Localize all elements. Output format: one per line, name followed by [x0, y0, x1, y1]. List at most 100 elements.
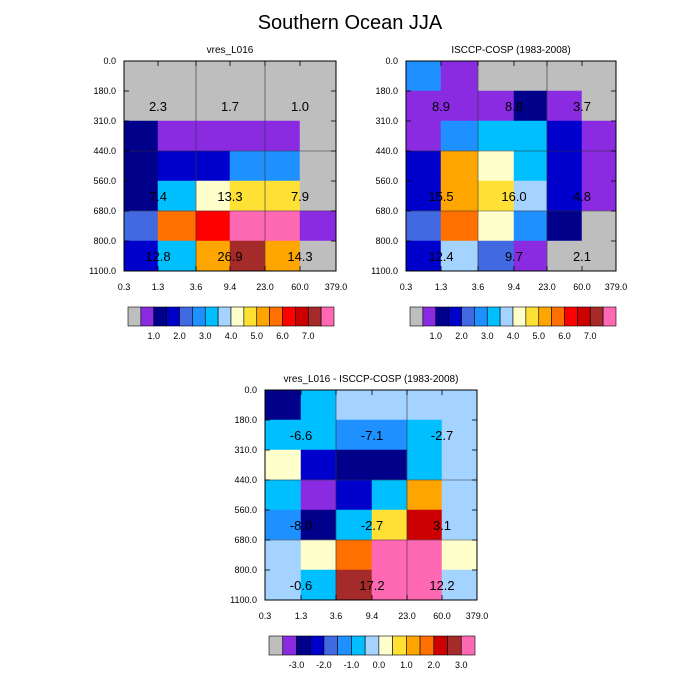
colorbar-swatch — [179, 306, 193, 327]
colorbar-swatch — [448, 306, 462, 327]
plot-frame — [405, 60, 617, 272]
heatmap-cell — [195, 210, 231, 242]
cell-annotation: 8.9 — [432, 99, 450, 114]
y-tick-label: 800.0 — [234, 565, 257, 575]
heatmap-cell — [441, 539, 478, 571]
colorbar-swatch — [282, 635, 297, 656]
heatmap-cell — [513, 210, 548, 242]
heatmap-cell — [477, 180, 515, 212]
heatmap-cell — [195, 150, 231, 182]
cell-annotation: -2.7 — [431, 428, 453, 443]
heatmap-panel: vres_L016 0.3 1.3 3.6 9.4 23.0 60.0 379.0 0.0 180… — [89, 45, 347, 341]
heatmap-cell — [123, 210, 159, 242]
x-tick-label: 1.3 — [435, 282, 448, 292]
heatmap-cell — [581, 240, 617, 272]
heatmap-cell — [264, 509, 302, 541]
panel-title: vres_L016 - ISCCP-COSP (1983-2008) — [284, 374, 459, 385]
heatmap-cell — [513, 60, 548, 92]
colorbar-swatch — [551, 306, 565, 327]
heatmap-cell — [371, 509, 408, 541]
heatmap-cell — [123, 120, 159, 152]
heatmap-cell — [123, 240, 159, 272]
heatmap-cell — [123, 180, 159, 212]
heatmap-cell — [264, 90, 301, 122]
y-tick-label: 680.0 — [234, 535, 257, 545]
cell-annotation: 12.8 — [145, 249, 170, 264]
x-tick-label: 0.3 — [400, 282, 413, 292]
x-tick-label: 23.0 — [256, 282, 274, 292]
colorbar-swatch — [564, 306, 578, 327]
heatmap-cell — [157, 180, 197, 212]
colorbar-label: -1.0 — [344, 660, 360, 670]
x-tick-label: 379.0 — [605, 282, 628, 292]
heatmap-cell — [371, 479, 408, 511]
y-tick-label: 180.0 — [234, 415, 257, 425]
cell-annotation: 17.2 — [359, 578, 384, 593]
heatmap-cell — [581, 180, 617, 212]
heatmap-cell — [229, 120, 266, 152]
colorbar-swatch — [230, 306, 245, 327]
heatmap-cell — [264, 539, 302, 571]
plot-frame — [264, 389, 478, 601]
colorbar-swatch — [447, 635, 462, 656]
y-tick-label: 440.0 — [375, 146, 398, 156]
heatmap-cell — [405, 240, 442, 272]
x-tick-label: 60.0 — [291, 282, 309, 292]
colorbar-label: 1.0 — [429, 331, 442, 341]
heatmap-cell — [406, 569, 443, 601]
y-tick-label: 560.0 — [93, 176, 116, 186]
heatmap-cell — [405, 60, 442, 92]
heatmap-cell — [157, 60, 197, 92]
heatmap-cell — [513, 120, 548, 152]
colorbar-swatch — [192, 306, 206, 327]
heatmap-cell — [406, 449, 443, 481]
y-tick-label: 800.0 — [375, 236, 398, 246]
heatmap-cell — [335, 389, 373, 421]
heatmap-cell — [406, 389, 443, 421]
y-tick-label: 310.0 — [93, 116, 116, 126]
y-tick-label: 1100.0 — [371, 266, 398, 276]
colorbar-label: 1.0 — [147, 331, 160, 341]
heatmap-cell — [264, 210, 301, 242]
heatmap-cell — [581, 60, 617, 92]
colorbar-swatch — [474, 306, 488, 327]
colorbar-label: 4.0 — [507, 331, 520, 341]
colorbar-swatch — [409, 306, 424, 327]
x-tick-label: 9.4 — [508, 282, 521, 292]
colorbar-swatch — [525, 306, 540, 327]
colorbar-swatch — [295, 306, 309, 327]
x-tick-label: 1.3 — [295, 611, 308, 621]
heatmap-cell — [335, 569, 373, 601]
cell-annotation: 12.2 — [429, 578, 454, 593]
heatmap-cell — [405, 210, 442, 242]
cell-annotation: 1.7 — [221, 99, 239, 114]
heatmap-cell — [406, 479, 443, 511]
heatmap-cell — [581, 150, 617, 182]
heatmap-panel: vres_L016 - ISCCP-COSP (1983-2008) 0.3 1.3… — [230, 374, 488, 670]
colorbar-swatch — [243, 306, 258, 327]
cell-annotation: -7.1 — [361, 428, 383, 443]
heatmap-cell — [157, 240, 197, 272]
colorbar-swatch — [577, 306, 591, 327]
heatmap-cell — [229, 60, 266, 92]
heatmap-cell — [299, 150, 337, 182]
heatmap-cell — [264, 180, 301, 212]
heatmap-cell — [581, 120, 617, 152]
heatmap-cell — [335, 419, 373, 451]
colorbar-swatch — [269, 306, 283, 327]
colorbar-label: 6.0 — [276, 331, 289, 341]
colorbar-swatch — [320, 306, 335, 327]
colorbar-swatch — [127, 306, 142, 327]
colorbar-swatch — [204, 306, 219, 327]
heatmap-cell — [335, 449, 373, 481]
y-tick-label: 800.0 — [93, 236, 116, 246]
heatmap-cell — [441, 419, 478, 451]
colorbar-swatch — [296, 635, 311, 656]
colorbar-label: 3.0 — [481, 331, 494, 341]
cell-annotation: -2.7 — [361, 518, 383, 533]
panel-title: ISCCP-COSP (1983-2008) — [451, 45, 570, 56]
colorbar-label: 4.0 — [225, 331, 238, 341]
heatmap-cell — [157, 120, 197, 152]
colorbar-swatch — [309, 635, 325, 656]
heatmap-cell — [264, 389, 302, 421]
